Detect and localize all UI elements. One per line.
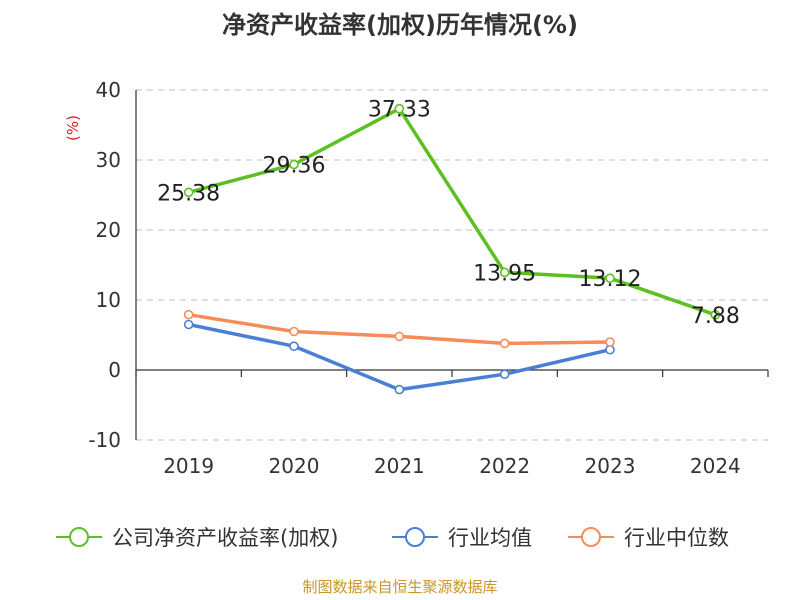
legend-marker (69, 527, 89, 547)
data-point (710, 310, 721, 320)
data-point (183, 187, 194, 198)
grid-layer (136, 89, 768, 441)
data-point (605, 273, 615, 283)
legend-marker (581, 527, 601, 547)
data-point (183, 319, 194, 330)
data-point (289, 326, 299, 337)
data-point (289, 159, 299, 170)
y-tick-label: 0 (108, 358, 121, 382)
data-point (394, 384, 405, 395)
legend-label: 公司净资产收益率(加权) (112, 526, 338, 550)
series-line-0 (186, 106, 718, 317)
data-point (499, 369, 510, 380)
y-tick-label: -10 (88, 428, 121, 452)
chart-title: 净资产收益率(加权)历年情况(%) (222, 11, 578, 39)
y-unit-label: (%) (64, 115, 82, 141)
data-point (605, 337, 615, 347)
data-label: 13.12 (579, 267, 642, 292)
data-point (183, 309, 194, 320)
data-label: 25.38 (157, 181, 220, 206)
x-tick-label: 2021 (374, 454, 425, 478)
data-point (394, 331, 405, 342)
data-point (289, 341, 299, 352)
data-label-layer: 25.38 29.36 37.33 13.95 13.12 7.88 (157, 98, 740, 329)
x-tick-label: 2020 (269, 454, 320, 478)
data-point (499, 267, 510, 278)
data-label: 7.88 (691, 304, 740, 329)
data-label: 37.33 (368, 98, 431, 123)
axis-layer: -10 0 10 20 30 40 2019 2020 2021 2022 2023 2024 (88, 78, 769, 478)
data-point (499, 338, 510, 349)
y-tick-label: 20 (96, 218, 121, 242)
legend-marker (405, 527, 425, 547)
legend-label: 行业均值 (448, 526, 532, 550)
y-tick-label: 30 (96, 148, 121, 172)
series-layer (183, 103, 721, 395)
x-tick-label: 2023 (585, 454, 636, 478)
source-note: 制图数据来自恒生聚源数据库 (302, 578, 497, 596)
data-label: 29.36 (263, 153, 326, 178)
data-point (394, 103, 405, 114)
x-tick-label: 2024 (690, 454, 741, 478)
legend-label: 行业中位数 (624, 526, 729, 550)
data-point (605, 344, 615, 355)
x-tick-label: 2022 (479, 454, 530, 478)
x-tick-label: 2019 (163, 454, 214, 478)
y-tick-label: 10 (96, 288, 121, 312)
data-label: 13.95 (473, 261, 536, 286)
y-tick-label: 40 (96, 78, 121, 102)
legend: 公司净资产收益率(加权) 行业均值 行业中位数 (56, 526, 729, 550)
